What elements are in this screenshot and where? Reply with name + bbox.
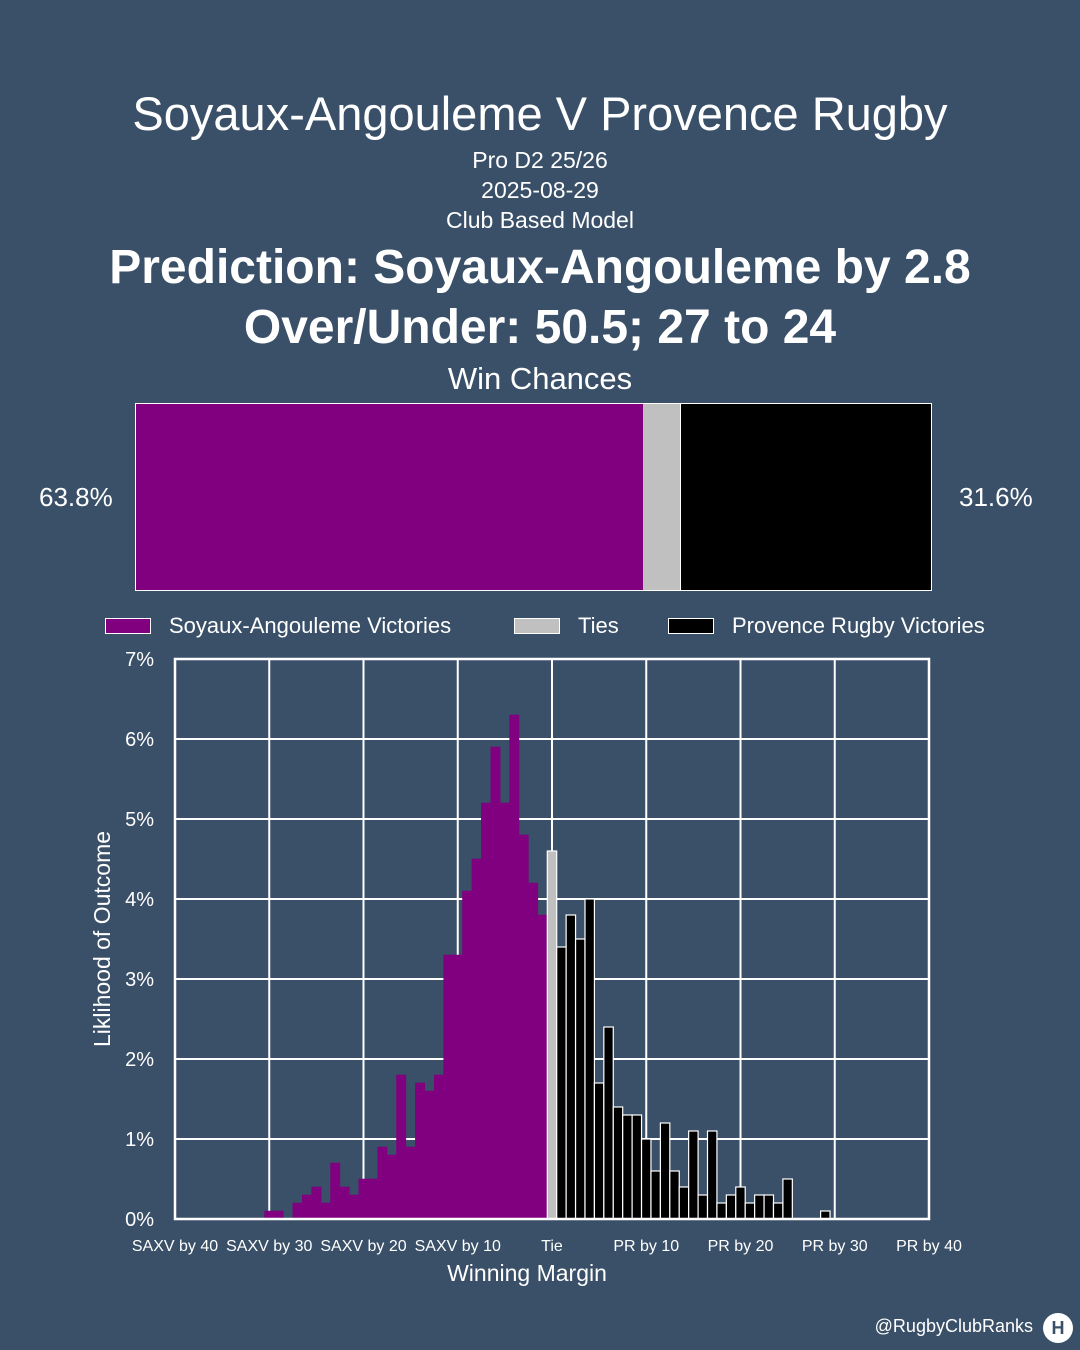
over-under-text: Over/Under: 50.5; 27 to 24 (243, 301, 837, 354)
x-tick-label: SAXV by 10 (415, 1238, 501, 1255)
y-tick-label: 5% (125, 809, 154, 831)
x-tick-label: PR by 40 (896, 1238, 962, 1255)
legend-item-home: Soyaux-Angouleme Victories (105, 611, 451, 641)
win-chances-bar (135, 403, 932, 591)
legend-swatch-ties (514, 618, 560, 634)
histogram-bar (688, 1130, 699, 1220)
histogram-bar (593, 1082, 605, 1220)
legend-item-away: Provence Rugby Victories (668, 611, 985, 641)
model-label: Club Based Model (446, 207, 634, 233)
x-tick-label: PR by 30 (802, 1238, 868, 1255)
histogram-bar (377, 1146, 388, 1220)
histogram-bar (292, 1202, 303, 1220)
legend-label-ties: Ties (578, 613, 619, 638)
histogram-bar (744, 1202, 756, 1220)
away-win-percentage: 31.6% (959, 482, 1033, 512)
x-tick-label: PR by 10 (613, 1238, 679, 1255)
y-tick-label: 3% (125, 969, 154, 991)
histogram-bar (518, 834, 529, 1220)
histogram-bar (339, 1186, 350, 1220)
histogram-bar (528, 882, 539, 1220)
legend-label-home: Soyaux-Angouleme Victories (169, 613, 452, 638)
footer-handle: @RugbyClubRanks (874, 1316, 1033, 1336)
home-win-percentage: 63.8% (39, 482, 113, 512)
histogram-bar (622, 1114, 633, 1220)
competition-label: Pro D2 25/26 (472, 147, 608, 173)
home-win-segment (136, 404, 644, 590)
histogram-bar (396, 1074, 407, 1220)
histogram-bar (565, 914, 577, 1220)
x-tick-label: PR by 20 (708, 1238, 774, 1255)
histogram-bar (367, 1178, 378, 1220)
histogram-bar (612, 1106, 624, 1220)
histogram-bar (443, 954, 454, 1220)
histogram-bar (706, 1130, 718, 1220)
histogram-bar (631, 1114, 643, 1220)
histogram-bar (452, 954, 463, 1220)
histogram-bar (405, 1146, 416, 1220)
y-axis-label: Liklihood of Outcome (89, 831, 115, 1047)
histogram-bar (358, 1178, 369, 1220)
margin-histogram: 0% 1% 2% 3% 4% 5% 6% 7% SAXV by 40 SAXV by 30 SAXV… (89, 649, 962, 1286)
x-axis-label: Winning Margin (447, 1260, 607, 1286)
histogram-bar (490, 746, 501, 1220)
win-chances-heading: Win Chances (447, 361, 633, 396)
y-tick-label: 1% (125, 1129, 154, 1151)
plot-frame (173, 657, 931, 1221)
away-win-segment (679, 404, 931, 590)
y-tick-label: 0% (125, 1209, 154, 1231)
histogram-bar (330, 1162, 341, 1220)
y-tick-label: 4% (125, 889, 154, 911)
histogram-bar (424, 1090, 435, 1220)
legend-item-ties: Ties (514, 611, 619, 641)
histogram-bar (763, 1194, 775, 1220)
histogram-bar (650, 1170, 661, 1220)
legend-swatch-home (105, 618, 151, 634)
histogram-bar (772, 1202, 784, 1220)
histogram-bar (556, 946, 567, 1220)
histogram-bar (349, 1194, 360, 1220)
tie-segment (643, 404, 680, 590)
x-tick-label: SAXV by 40 (132, 1238, 218, 1255)
histogram-bar (640, 1138, 652, 1220)
histogram-bar (499, 802, 510, 1220)
histogram-bar (320, 1202, 331, 1220)
brand-logo-icon: H (1043, 1313, 1073, 1343)
histogram-bar (311, 1186, 322, 1220)
histogram-bar (678, 1186, 690, 1220)
histogram-bar (546, 850, 558, 1220)
histogram-bar (716, 1202, 727, 1220)
histogram-bar (433, 1074, 444, 1220)
histogram-bar (471, 858, 482, 1220)
histogram-bar (574, 938, 586, 1220)
prediction-text: Prediction: Soyaux-Angouleme by 2.8 (109, 241, 971, 294)
histogram-bar (669, 1170, 680, 1220)
histogram-bar (415, 1082, 426, 1220)
y-tick-label: 6% (125, 729, 154, 751)
histogram-bar (462, 890, 473, 1220)
histogram-bar (386, 1154, 397, 1220)
y-tick-label: 2% (125, 1049, 154, 1071)
histogram-bar (782, 1178, 793, 1220)
histogram-bar (735, 1186, 746, 1220)
histogram-bar (481, 802, 491, 1220)
x-tick-label: SAXV by 30 (226, 1238, 312, 1255)
x-tick-label: Tie (541, 1238, 563, 1255)
chart-title: Soyaux-Angouleme V Provence Rugby (132, 87, 948, 140)
histogram-bar (584, 898, 596, 1220)
legend-label-away: Provence Rugby Victories (732, 613, 985, 638)
x-tick-label: SAXV by 20 (320, 1238, 406, 1255)
match-date: 2025-08-29 (481, 177, 599, 203)
histogram-bar (537, 914, 548, 1220)
histogram-bar (509, 714, 520, 1220)
y-tick-label: 7% (125, 649, 154, 671)
histogram-bar (301, 1194, 312, 1220)
histogram-bar (603, 1026, 614, 1220)
legend-swatch-away (668, 618, 714, 634)
histogram-bar (697, 1194, 709, 1220)
histogram-bar (659, 1122, 671, 1220)
histogram-bar (725, 1194, 737, 1220)
histogram-bar (754, 1194, 765, 1220)
